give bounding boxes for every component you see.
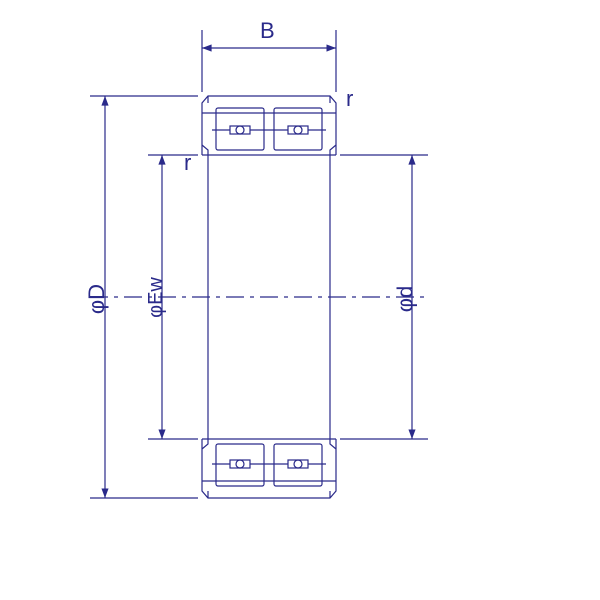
label-B: B [260,18,275,44]
label-phiD: φD [84,284,110,314]
label-r-inner: r [184,150,191,176]
label-phiEw: φEw [145,277,168,318]
label-r-outer: r [346,86,353,112]
label-phid: φd [392,286,418,313]
bearing-diagram: B r r φD φEw φd [0,0,600,600]
